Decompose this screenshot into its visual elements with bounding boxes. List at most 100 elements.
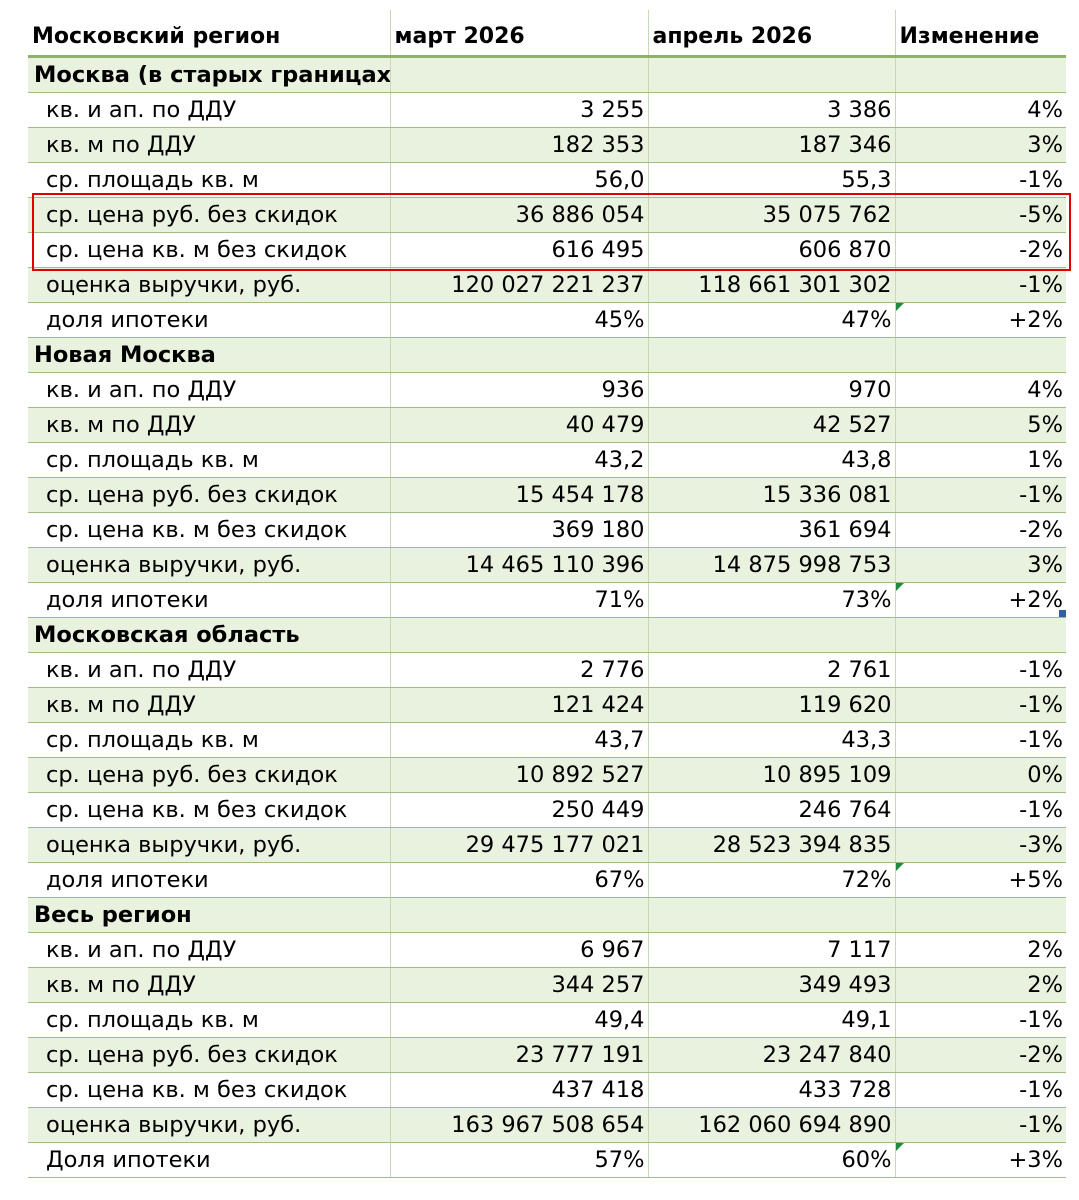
change-value[interactable]: -1% — [895, 162, 1066, 198]
april-value[interactable]: 47% — [648, 302, 896, 338]
march-value[interactable]: 369 180 — [390, 512, 649, 548]
march-value[interactable]: 15 454 178 — [390, 477, 649, 513]
march-value[interactable]: 45% — [390, 302, 649, 338]
april-value[interactable]: 60% — [648, 1142, 896, 1178]
change-value[interactable]: -1% — [895, 1072, 1066, 1108]
change-value[interactable]: 2% — [895, 967, 1066, 1003]
change-value[interactable]: 3% — [895, 127, 1066, 163]
april-value[interactable]: 118 661 301 302 — [648, 267, 896, 303]
row-label[interactable]: кв. и ап. по ДДУ — [28, 92, 391, 128]
change-value[interactable]: 2% — [895, 932, 1066, 968]
row-label[interactable]: ср. цена руб. без скидок — [28, 1037, 391, 1073]
row-label[interactable]: оценка выручки, руб. — [28, 267, 391, 303]
march-value[interactable]: 71% — [390, 582, 649, 618]
empty-cell[interactable] — [895, 897, 1066, 933]
april-value[interactable]: 73% — [648, 582, 896, 618]
change-value[interactable]: 3% — [895, 547, 1066, 583]
change-value[interactable]: -2% — [895, 1037, 1066, 1073]
march-value[interactable]: 43,2 — [390, 442, 649, 478]
row-label[interactable]: доля ипотеки — [28, 302, 391, 338]
row-label[interactable]: ср. цена кв. м без скидок — [28, 1072, 391, 1108]
empty-cell[interactable] — [390, 897, 649, 933]
section-title[interactable]: Московская область — [28, 617, 391, 653]
change-value[interactable]: 4% — [895, 92, 1066, 128]
empty-cell[interactable] — [648, 617, 896, 653]
row-label[interactable]: ср. площадь кв. м — [28, 442, 391, 478]
march-value[interactable]: 10 892 527 — [390, 757, 649, 793]
row-label[interactable]: оценка выручки, руб. — [28, 547, 391, 583]
change-value[interactable]: -1% — [895, 477, 1066, 513]
april-value[interactable]: 7 117 — [648, 932, 896, 968]
header-region[interactable]: Московский регион — [28, 10, 391, 58]
march-value[interactable]: 6 967 — [390, 932, 649, 968]
empty-cell[interactable] — [895, 56, 1066, 93]
april-value[interactable]: 606 870 — [648, 232, 896, 268]
april-value[interactable]: 43,8 — [648, 442, 896, 478]
march-value[interactable]: 437 418 — [390, 1072, 649, 1108]
empty-cell[interactable] — [648, 56, 896, 93]
march-value[interactable]: 23 777 191 — [390, 1037, 649, 1073]
change-value[interactable]: 1% — [895, 442, 1066, 478]
april-value[interactable]: 349 493 — [648, 967, 896, 1003]
march-value[interactable]: 163 967 508 654 — [390, 1107, 649, 1143]
change-value[interactable]: 4% — [895, 372, 1066, 408]
empty-cell[interactable] — [895, 617, 1066, 653]
march-value[interactable]: 29 475 177 021 — [390, 827, 649, 863]
row-label[interactable]: ср. цена кв. м без скидок — [28, 512, 391, 548]
header-march[interactable]: март 2026 — [390, 10, 649, 58]
row-label[interactable]: кв. м по ДДУ — [28, 687, 391, 723]
row-label[interactable]: кв. и ап. по ДДУ — [28, 372, 391, 408]
march-value[interactable]: 2 776 — [390, 652, 649, 688]
change-value[interactable]: -5% — [895, 197, 1066, 233]
row-label[interactable]: кв. м по ДДУ — [28, 967, 391, 1003]
section-title[interactable]: Новая Москва — [28, 337, 391, 373]
april-value[interactable]: 35 075 762 — [648, 197, 896, 233]
row-label[interactable]: ср. площадь кв. м — [28, 162, 391, 198]
march-value[interactable]: 936 — [390, 372, 649, 408]
april-value[interactable]: 246 764 — [648, 792, 896, 828]
march-value[interactable]: 49,4 — [390, 1002, 649, 1038]
april-value[interactable]: 28 523 394 835 — [648, 827, 896, 863]
march-value[interactable]: 616 495 — [390, 232, 649, 268]
empty-cell[interactable] — [648, 337, 896, 373]
change-value[interactable]: -1% — [895, 722, 1066, 758]
section-title[interactable]: Весь регион — [28, 897, 391, 933]
row-label[interactable]: кв. и ап. по ДДУ — [28, 932, 391, 968]
change-value[interactable]: -3% — [895, 827, 1066, 863]
april-value[interactable]: 72% — [648, 862, 896, 898]
april-value[interactable]: 2 761 — [648, 652, 896, 688]
march-value[interactable]: 344 257 — [390, 967, 649, 1003]
change-value[interactable]: -1% — [895, 1002, 1066, 1038]
april-value[interactable]: 49,1 — [648, 1002, 896, 1038]
change-value[interactable]: +2% — [895, 582, 1066, 618]
header-april[interactable]: апрель 2026 — [648, 10, 896, 58]
march-value[interactable]: 14 465 110 396 — [390, 547, 649, 583]
empty-cell[interactable] — [895, 337, 1066, 373]
change-value[interactable]: +3% — [895, 1142, 1066, 1178]
change-value[interactable]: -2% — [895, 512, 1066, 548]
april-value[interactable]: 55,3 — [648, 162, 896, 198]
row-label[interactable]: оценка выручки, руб. — [28, 827, 391, 863]
change-value[interactable]: 0% — [895, 757, 1066, 793]
change-value[interactable]: -1% — [895, 687, 1066, 723]
row-label[interactable]: доля ипотеки — [28, 582, 391, 618]
march-value[interactable]: 121 424 — [390, 687, 649, 723]
march-value[interactable]: 182 353 — [390, 127, 649, 163]
march-value[interactable]: 67% — [390, 862, 649, 898]
header-change[interactable]: Изменение — [895, 10, 1066, 58]
row-label[interactable]: ср. цена кв. м без скидок — [28, 792, 391, 828]
section-title[interactable]: Москва (в старых границах) — [28, 56, 391, 93]
march-value[interactable]: 56,0 — [390, 162, 649, 198]
row-label[interactable]: доля ипотеки — [28, 862, 391, 898]
april-value[interactable]: 14 875 998 753 — [648, 547, 896, 583]
march-value[interactable]: 36 886 054 — [390, 197, 649, 233]
row-label[interactable]: ср. площадь кв. м — [28, 1002, 391, 1038]
april-value[interactable]: 970 — [648, 372, 896, 408]
row-label[interactable]: ср. площадь кв. м — [28, 722, 391, 758]
change-value[interactable]: -1% — [895, 1107, 1066, 1143]
empty-cell[interactable] — [390, 617, 649, 653]
empty-cell[interactable] — [390, 56, 649, 93]
change-value[interactable]: +2% — [895, 302, 1066, 338]
row-label[interactable]: ср. цена кв. м без скидок — [28, 232, 391, 268]
row-label[interactable]: оценка выручки, руб. — [28, 1107, 391, 1143]
